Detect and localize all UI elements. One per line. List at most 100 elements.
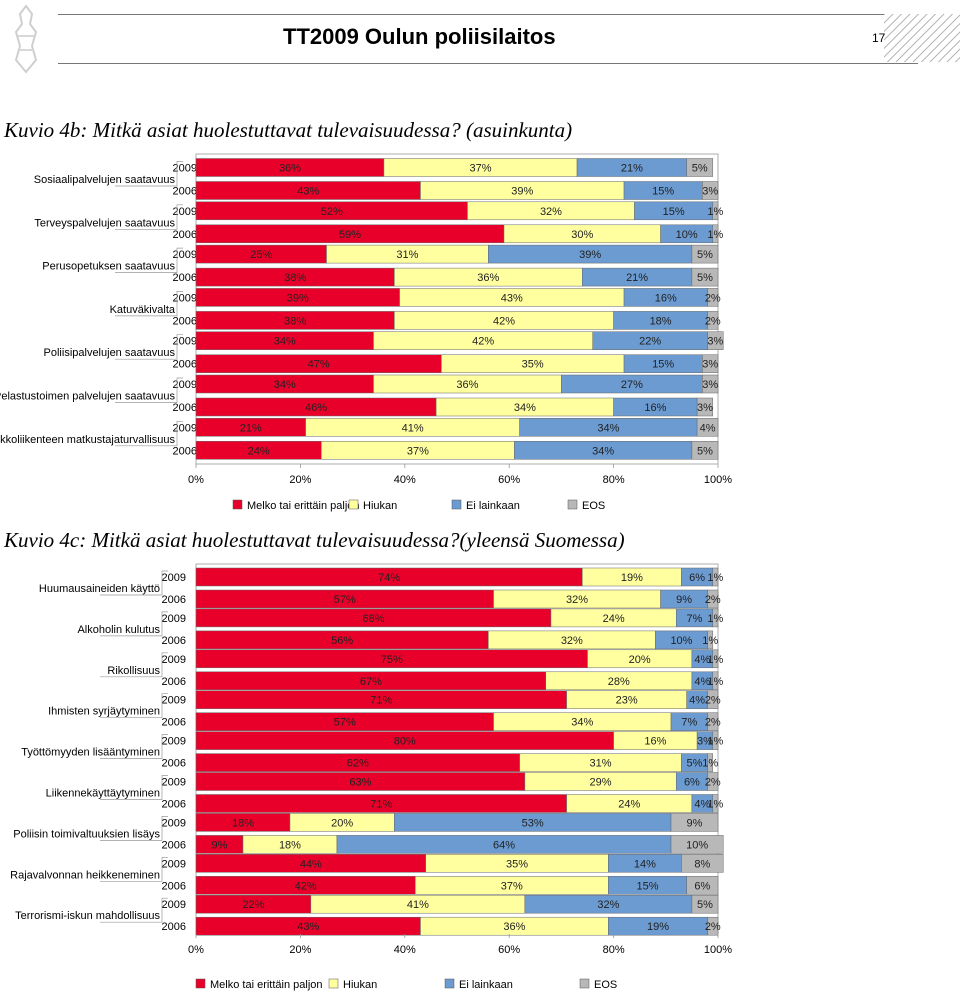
data-label-terrorismi-iskun-mahdollisuus-2009-somewhat: 41% — [407, 899, 429, 911]
data-label-terveyspalvelujen-saatavuus-2006-somewhat: 30% — [571, 229, 593, 241]
data-label-ihmisten-syrjaytyminen-2009-not-at_all: 4% — [689, 695, 705, 707]
data-label-ihmisten-syrjaytyminen-2009-somewhat: 23% — [616, 695, 638, 707]
data-label-poliisin-toimivaltuuksien-lisays-2006-somewhat: 18% — [279, 839, 301, 851]
category-bracket-joukkoliikenteen-matkustajaturvallisuus — [115, 420, 183, 447]
data-label-tyottomyyden-lisaantyminen-2009-not-at_all: 3% — [697, 736, 713, 748]
data-label-katuvakivalta-2006-eos: 2% — [705, 315, 721, 327]
category-label-perusopetuksen-saatavuus: Perusopetuksen saatavuus — [42, 261, 175, 273]
category-bracket-ihmisten-syrjaytyminen — [100, 693, 168, 719]
data-label-rajavalvonnan-heikkeneminen-2009-eos: 8% — [694, 858, 710, 870]
data-label-alkoholin-kulutus-2006-not-at_all: 10% — [670, 635, 692, 647]
data-label-terrorismi-iskun-mahdollisuus-2009-eos: 5% — [697, 899, 713, 911]
data-label-tyottomyyden-lisaantyminen-2009-very-much: 80% — [394, 736, 416, 748]
category-bracket-liikennekayttaytyminen — [100, 775, 168, 800]
year-label-poliisin-toimivaltuuksien-lisays-2009: 2009 — [162, 817, 186, 829]
chart-4c-title: Kuvio 4c: Mitkä asiat huolestuttavat tul… — [4, 528, 625, 552]
data-label-poliisin-toimivaltuuksien-lisays-2009-not-at_all: 53% — [522, 817, 544, 829]
category-bracket-terrorismi-iskun-mahdollisuus — [100, 897, 168, 923]
chart-4b-legend-label-somewhat: Hiukan — [363, 500, 397, 512]
data-label-sosiaalipalvelujen-saatavuus-2009-somewhat: 37% — [469, 163, 491, 175]
data-label-terrorismi-iskun-mahdollisuus-2009-not-at_all: 32% — [597, 899, 619, 911]
bar-joukkoliikenteen-matkustajaturvallisuus-2006-eos — [691, 441, 719, 460]
chart-4c: 2009 74% 19% 6% 1%2006 57% 32% 9% 2%Huumausainei… — [10, 563, 732, 991]
data-label-poliisin-toimivaltuuksien-lisays-2006-very-much: 9% — [212, 839, 228, 851]
category-bracket-pelastustoimen-palvelujen-saatavuus — [115, 377, 183, 403]
data-label-terrorismi-iskun-mahdollisuus-2006-somewhat: 36% — [503, 921, 525, 933]
data-label-tyottomyyden-lisaantyminen-2009-eos: 1% — [707, 736, 723, 748]
data-label-ihmisten-syrjaytyminen-2006-somewhat: 34% — [571, 717, 593, 729]
data-label-poliisin-toimivaltuuksien-lisays-2009-very-much: 18% — [232, 817, 254, 829]
chart-4b-legend-swatch-eos — [567, 499, 578, 510]
chart-4b-legend-swatch-somewhat — [348, 499, 359, 510]
year-label-poliisipalvelujen-saatavuus-2006: 2006 — [173, 359, 197, 371]
year-label-ihmisten-syrjaytyminen-2009: 2009 — [162, 695, 186, 707]
category-label-alkoholin-kulutus: Alkoholin kulutus — [77, 624, 160, 636]
page-number: 17 — [872, 31, 886, 45]
data-label-katuvakivalta-2009-not-at_all: 16% — [655, 292, 677, 304]
chart-4c-legend-label-somewhat: Hiukan — [343, 979, 377, 991]
data-label-ihmisten-syrjaytyminen-2006-very-much: 57% — [334, 717, 356, 729]
bar-katuvakivalta-2006-eos — [707, 311, 719, 330]
header-stripes — [884, 14, 960, 62]
data-label-ihmisten-syrjaytyminen-2006-not-at_all: 7% — [681, 717, 697, 729]
chart-4b: 2009 36% 37% 21% 5% 2006 43% 39% 15% 3% Sosiaalipa… — [0, 153, 732, 512]
data-label-alkoholin-kulutus-2009-not-at_all: 7% — [687, 613, 703, 625]
data-label-poliisipalvelujen-saatavuus-2009-not-at_all: 22% — [639, 336, 661, 348]
data-label-rajavalvonnan-heikkeneminen-2006-eos: 6% — [694, 880, 710, 892]
data-label-terveyspalvelujen-saatavuus-2006-not-at_all: 10% — [676, 229, 698, 241]
data-label-rikollisuus-2006-somewhat: 28% — [608, 676, 630, 688]
category-label-katuvakivalta: Katuväkivalta — [110, 304, 176, 316]
header-bar — [58, 14, 918, 64]
data-label-katuvakivalta-2009-very-much: 39% — [287, 292, 309, 304]
category-label-terveyspalvelujen-saatavuus: Terveyspalvelujen saatavuus — [34, 217, 175, 229]
data-label-liikennekayttaytyminen-2006-somewhat: 24% — [618, 799, 640, 811]
year-label-rikollisuus-2006: 2006 — [162, 676, 186, 688]
data-label-rajavalvonnan-heikkeneminen-2006-not-at_all: 15% — [637, 880, 659, 892]
year-label-katuvakivalta-2009: 2009 — [173, 292, 197, 304]
bar-poliisipalvelujen-saatavuus-2006-eos — [702, 354, 719, 373]
year-label-sosiaalipalvelujen-saatavuus-2006: 2006 — [173, 186, 197, 198]
category-bracket-katuvakivalta — [115, 291, 183, 317]
data-label-sosiaalipalvelujen-saatavuus-2006-eos: 3% — [702, 186, 718, 198]
year-label-huumausaineiden-kaytto-2006: 2006 — [162, 594, 186, 606]
data-label-poliisipalvelujen-saatavuus-2009-very-much: 34% — [274, 336, 296, 348]
data-label-alkoholin-kulutus-2009-very-much: 68% — [362, 613, 384, 625]
police-emblem-icon — [14, 4, 38, 74]
year-label-terrorismi-iskun-mahdollisuus-2009: 2009 — [162, 899, 186, 911]
data-label-terveyspalvelujen-saatavuus-2009-very-much: 52% — [321, 206, 343, 218]
category-bracket-poliisipalvelujen-saatavuus — [115, 334, 183, 360]
category-label-rajavalvonnan-heikkeneminen: Rajavalvonnan heikkeneminen — [10, 869, 160, 881]
category-bracket-huumausaineiden-kaytto — [100, 570, 168, 596]
year-label-rajavalvonnan-heikkeneminen-2006: 2006 — [162, 880, 186, 892]
data-label-ihmisten-syrjaytyminen-2009-very-much: 71% — [370, 695, 392, 707]
data-label-tyottomyyden-lisaantyminen-2009-somewhat: 16% — [644, 736, 666, 748]
year-label-huumausaineiden-kaytto-2009: 2009 — [162, 572, 186, 584]
year-label-perusopetuksen-saatavuus-2009: 2009 — [173, 249, 197, 261]
data-label-tyottomyyden-lisaantyminen-2006-somewhat: 31% — [590, 758, 612, 770]
bar-sosiaalipalvelujen-saatavuus-2009-eos — [686, 158, 714, 177]
data-label-rikollisuus-2009-not-at_all: 4% — [694, 654, 710, 666]
data-label-rajavalvonnan-heikkeneminen-2009-not-at_all: 14% — [634, 858, 656, 870]
category-label-terrorismi-iskun-mahdollisuus: Terrorismi-iskun mahdollisuus — [15, 910, 160, 922]
chart-4c-legend-swatch-eos — [579, 978, 590, 989]
year-label-katuvakivalta-2006: 2006 — [173, 315, 197, 327]
bar-perusopetuksen-saatavuus-2009-eos — [691, 244, 719, 264]
data-label-alkoholin-kulutus-2006-very-much: 56% — [331, 635, 353, 647]
category-bracket-alkoholin-kulutus — [100, 611, 168, 637]
year-label-alkoholin-kulutus-2009: 2009 — [162, 613, 186, 625]
year-label-pelastustoimen-palvelujen-saatavuus-2009: 2009 — [173, 379, 197, 391]
data-label-poliisin-toimivaltuuksien-lisays-2009-somewhat: 20% — [331, 817, 353, 829]
data-label-huumausaineiden-kaytto-2006-eos: 2% — [705, 594, 721, 606]
data-label-alkoholin-kulutus-2009-somewhat: 24% — [603, 613, 625, 625]
bar-pelastustoimen-palvelujen-saatavuus-2009-eos — [702, 374, 719, 394]
year-label-liikennekayttaytyminen-2009: 2009 — [162, 777, 186, 789]
data-label-perusopetuksen-saatavuus-2006-somewhat: 36% — [477, 272, 499, 284]
year-label-ihmisten-syrjaytyminen-2006: 2006 — [162, 717, 186, 729]
data-label-poliisipalvelujen-saatavuus-2006-somewhat: 35% — [522, 359, 544, 371]
category-label-pelastustoimen-palvelujen-saatavuus: Pelastustoimen palvelujen saatavuus — [0, 391, 175, 403]
bar-ihmisten-syrjaytyminen-2006-eos — [707, 712, 719, 731]
category-bracket-rajavalvonnan-heikkeneminen — [100, 856, 168, 882]
chart-4b-x-tick-label: 80% — [603, 474, 625, 486]
data-label-rajavalvonnan-heikkeneminen-2006-somewhat: 37% — [501, 880, 523, 892]
